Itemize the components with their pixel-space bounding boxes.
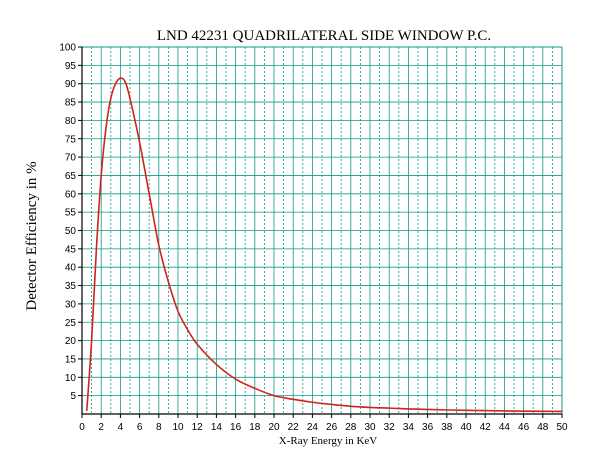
tick-labels: 5101520253035404550556065707580859095100…	[59, 43, 568, 434]
x-tick-label: 10	[172, 422, 184, 433]
series	[86, 77, 563, 413]
x-tick-label: 46	[518, 422, 530, 433]
x-tick-label: 18	[249, 422, 261, 433]
y-tick-label: 45	[65, 244, 77, 255]
y-tick-label: 100	[59, 43, 76, 54]
x-tick-label: 26	[326, 422, 338, 433]
x-tick-label: 36	[422, 422, 434, 433]
chart-title: LND 42231 QUADRILATERAL SIDE WINDOW P.C.	[157, 28, 491, 44]
x-tick-label: 44	[499, 422, 511, 433]
y-tick-label: 65	[65, 171, 77, 182]
x-tick-label: 2	[98, 422, 104, 433]
x-tick-label: 34	[403, 422, 415, 433]
x-tick-label: 14	[211, 422, 223, 433]
y-tick-label: 55	[65, 208, 77, 219]
x-tick-label: 16	[230, 422, 242, 433]
x-axis-label: X-Ray Energy in KeV	[279, 435, 378, 447]
x-tick-label: 6	[137, 422, 143, 433]
x-tick-label: 48	[537, 422, 549, 433]
efficiency-curve	[86, 77, 563, 413]
y-tick-label: 20	[65, 336, 77, 347]
y-tick-label: 10	[65, 373, 77, 384]
x-tick-label: 42	[480, 422, 492, 433]
x-tick-label: 38	[441, 422, 453, 433]
x-tick-label: 12	[192, 422, 204, 433]
x-tick-label: 8	[156, 422, 162, 433]
x-tick-label: 22	[288, 422, 300, 433]
x-tick-label: 0	[79, 422, 85, 433]
y-tick-label: 40	[65, 263, 77, 274]
y-tick-label: 60	[65, 189, 77, 200]
y-tick-label: 35	[65, 281, 77, 292]
y-tick-label: 80	[65, 116, 77, 127]
x-tick-label: 40	[460, 422, 472, 433]
y-tick-label: 50	[65, 226, 77, 237]
y-axis-label: Detector Efficiency in %	[24, 161, 40, 310]
y-tick-label: 75	[65, 134, 77, 145]
x-tick-label: 30	[364, 422, 376, 433]
grid	[82, 47, 562, 414]
x-tick-label: 4	[118, 422, 124, 433]
y-tick-label: 30	[65, 299, 77, 310]
y-tick-label: 15	[65, 354, 77, 365]
y-tick-label: 90	[65, 79, 77, 90]
y-tick-label: 5	[70, 391, 76, 402]
x-tick-label: 24	[307, 422, 319, 433]
x-tick-label: 32	[384, 422, 396, 433]
axes	[78, 46, 563, 418]
y-tick-label: 25	[65, 318, 77, 329]
x-tick-label: 20	[268, 422, 280, 433]
y-tick-label: 70	[65, 153, 77, 164]
x-tick-label: 50	[556, 422, 568, 433]
y-tick-label: 95	[65, 61, 77, 72]
x-tick-label: 28	[345, 422, 357, 433]
y-tick-label: 85	[65, 98, 77, 109]
